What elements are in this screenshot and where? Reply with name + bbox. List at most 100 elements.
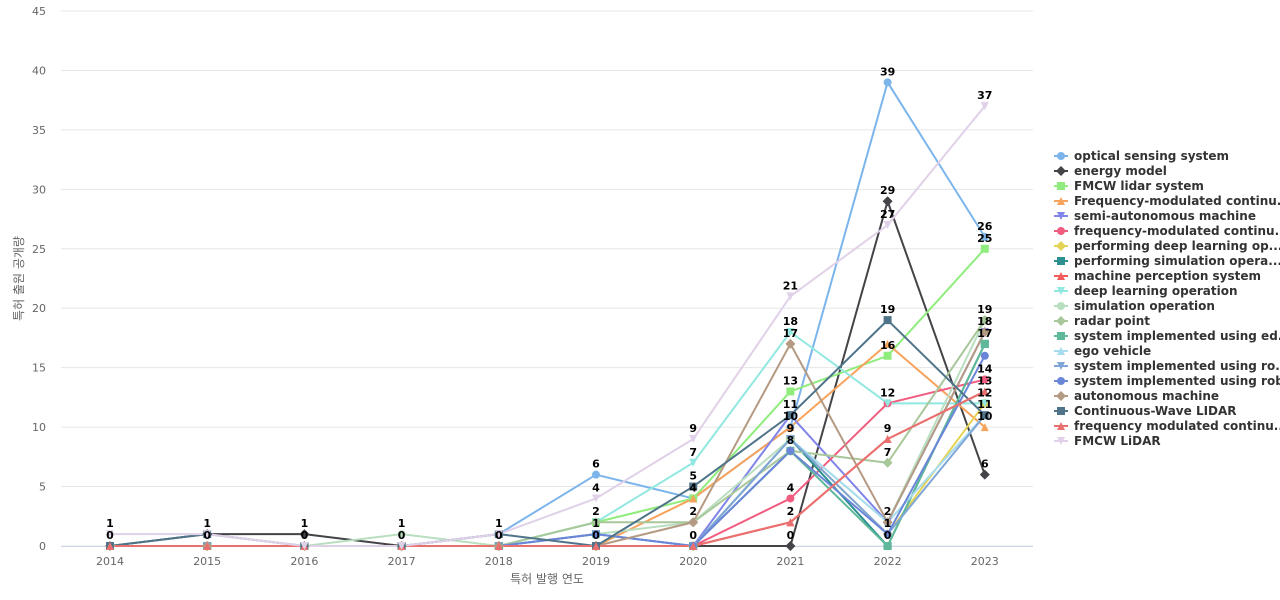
series-line <box>109 105 986 547</box>
data-point <box>494 530 503 539</box>
data-label: 0 <box>301 529 309 542</box>
legend-item[interactable]: performing deep learning op... <box>1054 239 1280 253</box>
legend-item[interactable]: performing simulation opera... <box>1054 254 1280 268</box>
data-label: 0 <box>689 529 697 542</box>
legend-item[interactable]: system implemented using robot <box>1054 374 1280 388</box>
x-axis-ticks: 2014 2015 2016 2017 2018 2019 2020 2021 2022 2023 <box>96 555 999 568</box>
data-label: 25 <box>977 232 992 245</box>
data-label: 9 <box>787 422 795 435</box>
data-label: 13 <box>783 374 798 387</box>
data-point <box>785 338 796 349</box>
series-markers <box>105 78 990 551</box>
legend-item[interactable]: optical sensing system <box>1054 149 1229 163</box>
data-point <box>980 375 989 384</box>
data-label: 9 <box>884 422 892 435</box>
data-label: 1 <box>592 517 600 530</box>
data-label: 11 <box>783 398 798 411</box>
x-tick-label: 2023 <box>971 555 999 568</box>
data-label: 0 <box>884 529 892 542</box>
y-tick-label: 10 <box>32 421 46 434</box>
data-label: 9 <box>689 422 697 435</box>
data-label: 29 <box>880 184 895 197</box>
y-tick-label: 25 <box>32 243 46 256</box>
data-point <box>591 517 601 528</box>
data-point <box>689 458 698 467</box>
y-tick-label: 30 <box>32 183 46 196</box>
data-point <box>397 542 406 550</box>
y-tick-label: 45 <box>32 5 46 18</box>
series-line <box>109 81 986 547</box>
legend-item[interactable]: machine perception system <box>1054 269 1261 283</box>
legend-label: ego vehicle <box>1074 344 1151 358</box>
series-lines <box>109 81 986 547</box>
y-tick-label: 15 <box>32 362 46 375</box>
series-line <box>109 378 986 547</box>
data-point <box>689 435 698 443</box>
legend-marker <box>1056 241 1066 251</box>
x-axis-title: 특허 발행 연도 <box>510 571 584 586</box>
legend-label: optical sensing system <box>1074 149 1229 163</box>
legend-label: machine perception system <box>1074 269 1261 283</box>
legend-label: FMCW LiDAR <box>1074 434 1161 448</box>
data-label: 1 <box>495 517 503 530</box>
data-label: 14 <box>977 363 993 376</box>
legend-marker <box>1056 391 1066 401</box>
data-label: 18 <box>783 315 798 328</box>
x-tick-label: 2020 <box>679 555 707 568</box>
data-point <box>786 446 795 455</box>
legend-item[interactable]: semi-autonomous machine <box>1054 209 1256 223</box>
y-tick-label: 0 <box>39 540 46 553</box>
legend-item[interactable]: ego vehicle <box>1054 344 1151 358</box>
legend-item[interactable]: frequency-modulated continu... <box>1054 224 1280 238</box>
legend-label: deep learning operation <box>1074 284 1238 298</box>
legend-item[interactable]: Frequency-modulated continu... <box>1054 194 1280 208</box>
legend-item[interactable]: deep learning operation <box>1054 284 1238 298</box>
data-point <box>980 387 989 396</box>
legend-marker <box>1057 212 1065 220</box>
legend-item[interactable]: FMCW lidar system <box>1054 179 1204 193</box>
legend-marker <box>1057 152 1065 160</box>
data-point <box>786 328 795 336</box>
y-tick-label: 5 <box>39 481 46 494</box>
data-label: 8 <box>787 434 795 447</box>
data-label: 12 <box>880 386 895 399</box>
legend-marker <box>1057 302 1065 310</box>
data-label: 0 <box>787 529 795 542</box>
legend-item[interactable]: frequency modulated continu... <box>1054 419 1280 433</box>
legend-item[interactable]: radar point <box>1054 314 1150 328</box>
legend-item[interactable]: system implemented using ro... <box>1054 359 1280 373</box>
data-label: 10 <box>977 410 993 423</box>
legend-marker <box>1057 272 1065 280</box>
data-label: 2 <box>689 505 697 518</box>
data-point <box>592 494 600 503</box>
data-point <box>980 232 989 241</box>
data-point <box>882 517 893 528</box>
data-point <box>689 494 698 503</box>
legend-item[interactable]: autonomous machine <box>1054 389 1219 403</box>
data-label: 7 <box>884 446 892 459</box>
legend-item[interactable]: Continuous-Wave LIDAR <box>1054 404 1237 418</box>
series-line <box>109 354 986 547</box>
data-point <box>883 339 892 348</box>
x-tick-label: 2019 <box>582 555 610 568</box>
legend-item[interactable]: simulation operation <box>1054 299 1215 313</box>
data-point <box>786 411 795 420</box>
legend-label: frequency-modulated continu... <box>1074 224 1280 238</box>
legend-label: performing deep learning op... <box>1074 239 1280 253</box>
x-tick-label: 2018 <box>485 555 513 568</box>
legend-item[interactable]: energy model <box>1054 164 1167 178</box>
data-point <box>883 78 892 87</box>
x-tick-label: 2015 <box>193 555 221 568</box>
data-label: 1 <box>203 517 211 530</box>
y-tick-label: 35 <box>32 124 46 137</box>
legend-marker <box>1057 407 1065 415</box>
legend-item[interactable]: FMCW LiDAR <box>1054 434 1161 448</box>
legend-label: frequency modulated continu... <box>1074 419 1280 433</box>
data-point <box>980 399 989 408</box>
data-point <box>592 470 600 479</box>
data-label: 0 <box>203 529 211 542</box>
legend-item[interactable]: system implemented using ed... <box>1054 329 1280 343</box>
data-point <box>979 315 990 326</box>
data-point <box>979 469 990 480</box>
data-label: 39 <box>880 65 895 78</box>
